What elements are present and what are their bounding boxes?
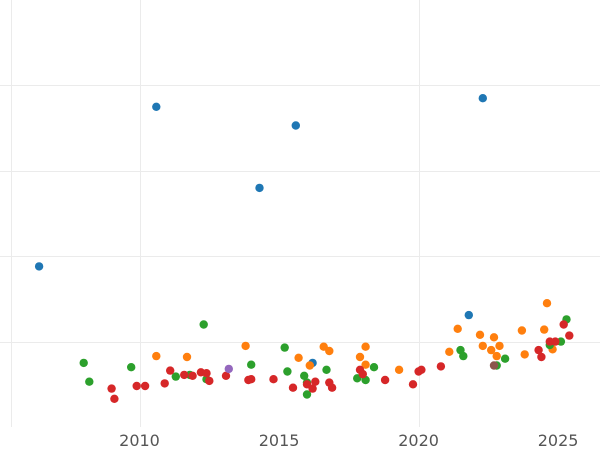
data-point	[34, 262, 44, 271]
data-point	[325, 346, 334, 356]
data-point	[255, 183, 264, 193]
data-point	[224, 364, 233, 374]
data-point	[294, 353, 303, 362]
data-points	[34, 94, 574, 403]
data-point	[355, 352, 365, 362]
data-point	[559, 320, 568, 329]
data-point	[288, 383, 298, 392]
data-point	[478, 94, 487, 103]
data-point	[489, 361, 499, 370]
data-point	[361, 342, 370, 351]
data-point	[551, 337, 560, 346]
data-point	[205, 376, 214, 386]
data-point	[489, 333, 499, 342]
data-point	[358, 369, 367, 379]
data-point	[542, 299, 552, 308]
data-point	[171, 372, 180, 381]
data-point	[152, 351, 161, 361]
data-point	[180, 370, 189, 380]
data-point	[280, 343, 289, 352]
data-point	[221, 371, 231, 380]
data-point	[464, 310, 473, 320]
data-point	[327, 383, 337, 392]
data-point	[110, 394, 119, 403]
x-tick-label: 2025	[538, 431, 579, 450]
grid	[0, 0, 600, 427]
data-point	[127, 363, 136, 372]
data-point	[188, 371, 197, 380]
data-point	[182, 352, 192, 362]
data-point	[311, 377, 320, 386]
x-tick-label: 2015	[259, 431, 300, 450]
data-point	[459, 351, 468, 361]
data-point	[152, 102, 161, 112]
data-point	[369, 363, 379, 372]
data-point	[487, 345, 496, 355]
data-point	[166, 366, 175, 375]
data-point	[445, 347, 454, 356]
data-point	[394, 365, 404, 374]
data-point	[453, 324, 462, 333]
data-point	[322, 365, 331, 374]
data-point	[132, 381, 141, 391]
x-tick-label: 2020	[398, 431, 439, 450]
data-point	[380, 375, 390, 385]
data-point	[305, 361, 314, 370]
data-point	[517, 326, 527, 335]
data-point	[85, 377, 94, 386]
data-point	[492, 351, 501, 361]
data-point	[537, 352, 546, 362]
data-point	[534, 345, 543, 355]
x-axis-ticks: 2010 2015 2020 2025	[119, 431, 578, 450]
data-point	[302, 390, 312, 399]
data-point	[283, 367, 292, 376]
data-point	[199, 320, 208, 329]
data-point	[160, 379, 169, 388]
data-point	[565, 331, 574, 340]
data-point	[247, 375, 256, 384]
data-point	[79, 358, 88, 368]
x-tick-label: 2010	[119, 431, 160, 450]
data-point	[500, 354, 510, 363]
data-point	[247, 360, 256, 369]
data-point	[308, 384, 317, 393]
data-point	[140, 381, 150, 391]
data-point	[361, 360, 370, 369]
data-point	[269, 375, 278, 384]
data-point	[202, 369, 211, 378]
data-point	[408, 380, 418, 389]
data-point	[540, 325, 549, 334]
data-point	[475, 330, 485, 339]
data-point	[436, 362, 446, 371]
data-point	[291, 121, 300, 130]
data-point	[300, 371, 309, 380]
data-point	[241, 341, 250, 351]
data-point	[417, 365, 426, 374]
data-point	[107, 384, 116, 393]
data-point	[478, 341, 487, 351]
data-point	[495, 341, 504, 351]
data-point	[520, 350, 529, 359]
